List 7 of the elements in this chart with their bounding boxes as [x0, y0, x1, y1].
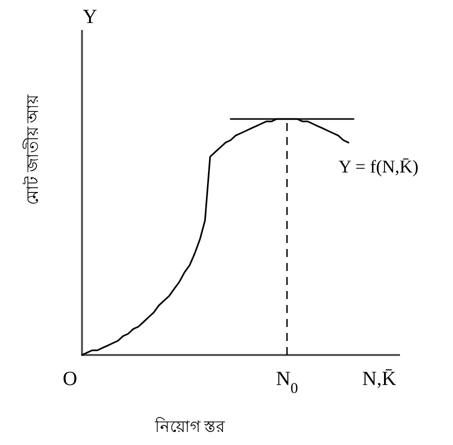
text: Y [82, 6, 98, 28]
x-axis-title: নিয়োগ স্তর [154, 417, 226, 436]
x-tick-label: N$_{0}$ [276, 368, 298, 397]
text: O [62, 368, 78, 390]
series-label: Y = f(N,K̄) [338, 156, 418, 177]
x-tick-label: N,K̄ [362, 368, 397, 390]
y-axis-title: মোট জাতীয় আয় [23, 94, 42, 205]
